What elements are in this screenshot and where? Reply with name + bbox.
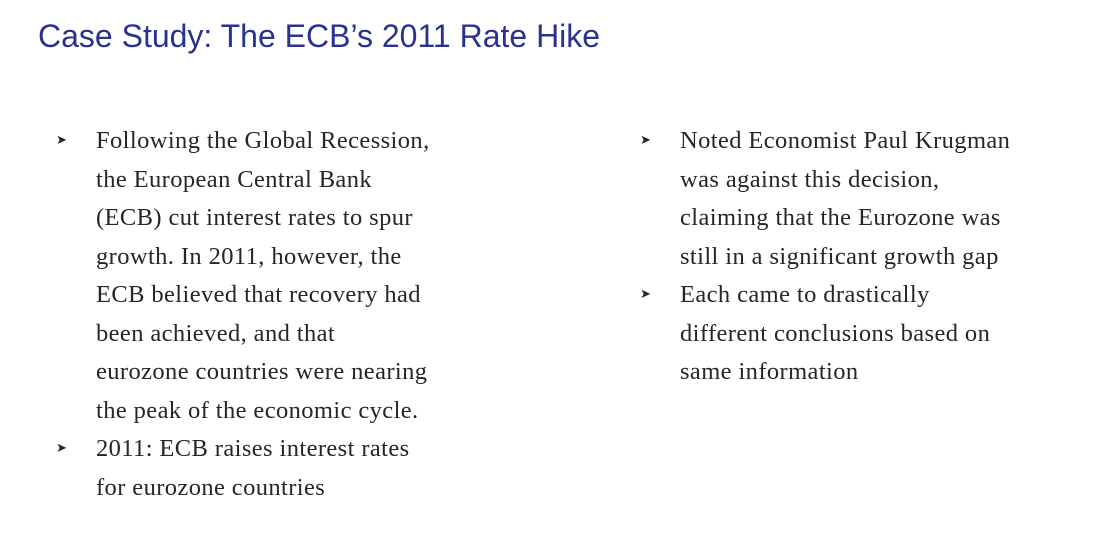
- bullet-text-line: Following the Global Recession,: [96, 127, 430, 154]
- bullet-text-line: was against this decision,: [680, 165, 940, 193]
- bullet-text-line: growth. In 2011, however, the: [96, 242, 402, 270]
- slide-title: Case Study: The ECB’s 2011 Rate Hike: [38, 18, 601, 54]
- bullet-text-line: claiming that the Eurozone was: [680, 204, 1001, 231]
- arrowhead-bullet-icon: ➤: [640, 287, 652, 302]
- bullet-text-line: the European Central Bank: [96, 165, 373, 193]
- bullet-text-line: for eurozone countries: [96, 473, 326, 501]
- bullet-item: ➤ Noted Economist Paul Krugman was again…: [640, 122, 1110, 276]
- bullet-text-line: different conclusions based on: [680, 319, 991, 347]
- bullet-text-line: Noted Economist Paul Krugman: [680, 127, 1011, 154]
- bullet-text-line: been achieved, and that: [96, 319, 336, 347]
- bullet-item: ➤ Following the Global Recession, the Eu…: [56, 122, 556, 430]
- bullet-text-line: the peak of the economic cycle.: [96, 396, 419, 424]
- right-bullet-list: ➤ Noted Economist Paul Krugman was again…: [640, 122, 1110, 392]
- bullet-text-line: 2011: ECB raises interest rates: [96, 435, 410, 462]
- bullet-text-line: eurozone countries were nearing: [96, 358, 428, 385]
- bullet-text-line: same information: [680, 358, 859, 385]
- bullet-item: ➤ Each came to drastically different con…: [640, 276, 1110, 392]
- arrowhead-bullet-icon: ➤: [56, 133, 68, 148]
- bullet-text-line: Each came to drastically: [680, 281, 930, 308]
- bullet-text-line: ECB believed that recovery had: [96, 281, 421, 308]
- bullet-item: ➤ 2011: ECB raises interest rates for eu…: [56, 430, 556, 507]
- bullet-text-line: (ECB) cut interest rates to spur: [96, 204, 413, 231]
- bullet-text-line: still in a significant growth gap: [680, 242, 999, 270]
- arrowhead-bullet-icon: ➤: [56, 441, 68, 456]
- arrowhead-bullet-icon: ➤: [640, 133, 652, 148]
- left-bullet-list: ➤ Following the Global Recession, the Eu…: [56, 122, 556, 507]
